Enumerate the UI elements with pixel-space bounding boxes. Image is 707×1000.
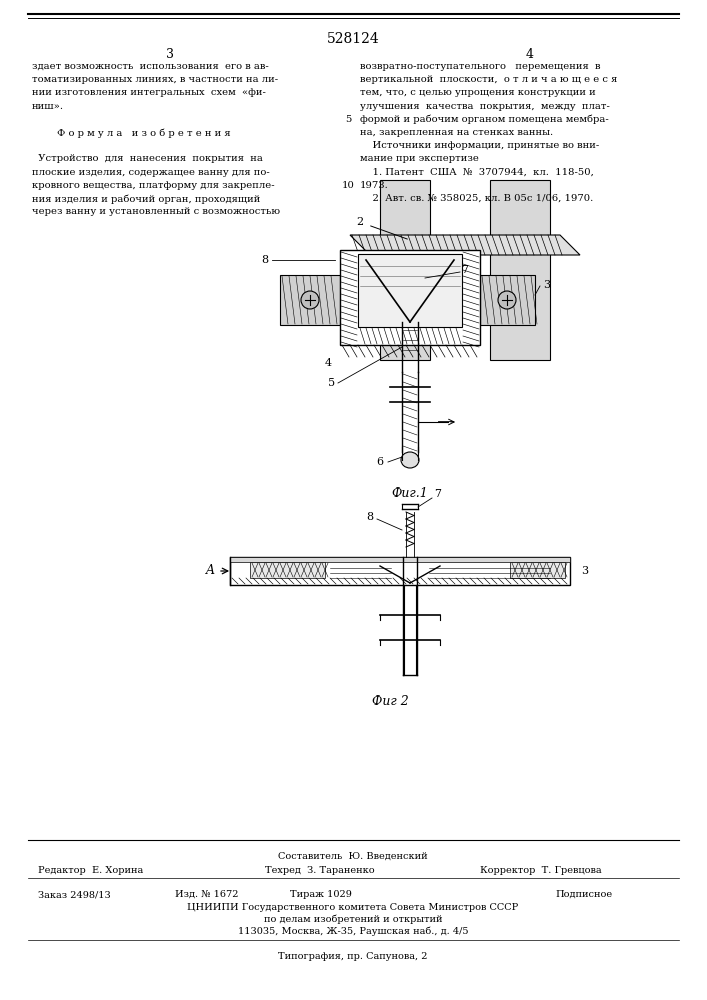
Text: по делам изобретений и открытий: по делам изобретений и открытий bbox=[264, 915, 443, 924]
Text: 5: 5 bbox=[329, 378, 336, 388]
Bar bbox=[230, 557, 570, 585]
Text: 4: 4 bbox=[526, 48, 534, 61]
Bar bbox=[510, 562, 565, 578]
Ellipse shape bbox=[401, 452, 419, 468]
Text: Изд. № 1672: Изд. № 1672 bbox=[175, 890, 238, 899]
Text: 3: 3 bbox=[166, 48, 174, 61]
Text: ЦНИИПИ Государственного комитета Совета Министров СССР: ЦНИИПИ Государственного комитета Совета … bbox=[187, 903, 519, 912]
Text: тем, что, с целью упрощения конструкции и: тем, что, с целью упрощения конструкции … bbox=[360, 88, 596, 97]
Text: Редактор  Е. Хорина: Редактор Е. Хорина bbox=[38, 866, 144, 875]
Text: улучшения  качества  покрытия,  между  плат-: улучшения качества покрытия, между плат- bbox=[360, 102, 610, 111]
Text: Техред  З. Тараненко: Техред З. Тараненко bbox=[265, 866, 375, 875]
Text: томатизированных линиях, в частности на ли-: томатизированных линиях, в частности на … bbox=[32, 75, 278, 84]
Text: ниш».: ниш». bbox=[32, 102, 64, 111]
Bar bbox=[250, 562, 325, 578]
Text: плоские изделия, содержащее ванну для по-: плоские изделия, содержащее ванну для по… bbox=[32, 168, 270, 177]
Circle shape bbox=[301, 291, 319, 309]
Text: Ф о р м у л а   и з о б р е т е н и я: Ф о р м у л а и з о б р е т е н и я bbox=[32, 128, 230, 137]
Bar bbox=[230, 557, 570, 562]
Text: 3: 3 bbox=[544, 280, 551, 290]
Text: на, закрепленная на стенках ванны.: на, закрепленная на стенках ванны. bbox=[360, 128, 553, 137]
Text: 1. Патент  США  №  3707944,  кл.  118-50,: 1. Патент США № 3707944, кл. 118-50, bbox=[360, 168, 594, 177]
Text: Типография, пр. Сапунова, 2: Типография, пр. Сапунова, 2 bbox=[279, 952, 428, 961]
Bar bbox=[280, 275, 340, 325]
Text: мание при экспертизе: мание при экспертизе bbox=[360, 154, 479, 163]
Text: A: A bbox=[206, 564, 214, 578]
Bar bbox=[358, 254, 462, 327]
Text: нии изготовления интегральных  схем  «фи-: нии изготовления интегральных схем «фи- bbox=[32, 88, 266, 97]
Text: Фиг.1: Фиг.1 bbox=[392, 487, 428, 500]
Text: вертикальной  плоскости,  о т л и ч а ю щ е е с я: вертикальной плоскости, о т л и ч а ю щ … bbox=[360, 75, 617, 84]
Text: 4: 4 bbox=[325, 358, 332, 368]
Text: ния изделия и рабочий орган, проходящий: ния изделия и рабочий орган, проходящий bbox=[32, 194, 260, 204]
Bar bbox=[490, 180, 550, 360]
Circle shape bbox=[498, 291, 516, 309]
Text: 2. Авт. св. № 358025, кл. В 05с 1/06, 1970.: 2. Авт. св. № 358025, кл. В 05с 1/06, 19… bbox=[360, 194, 593, 203]
Text: 7: 7 bbox=[462, 265, 469, 275]
Text: Тираж 1029: Тираж 1029 bbox=[290, 890, 352, 899]
Text: Заказ 2498/13: Заказ 2498/13 bbox=[38, 890, 111, 899]
Text: 6: 6 bbox=[376, 457, 384, 467]
Text: 8: 8 bbox=[366, 512, 373, 522]
Text: кровного вещества, платформу для закрепле-: кровного вещества, платформу для закрепл… bbox=[32, 181, 274, 190]
Text: 113035, Москва, Ж-35, Раушская наб., д. 4/5: 113035, Москва, Ж-35, Раушская наб., д. … bbox=[238, 927, 468, 936]
Text: 8: 8 bbox=[262, 255, 269, 265]
Bar bbox=[380, 180, 430, 360]
Polygon shape bbox=[350, 235, 580, 255]
Bar bbox=[340, 250, 480, 345]
Text: Устройство  для  нанесения  покрытия  на: Устройство для нанесения покрытия на bbox=[32, 154, 263, 163]
Text: 7: 7 bbox=[435, 489, 441, 499]
Text: Источники информации, принятые во вни-: Источники информации, принятые во вни- bbox=[360, 141, 600, 150]
Text: 2: 2 bbox=[356, 217, 363, 227]
Bar bbox=[480, 275, 535, 325]
Text: 10: 10 bbox=[341, 181, 354, 190]
Text: 528124: 528124 bbox=[327, 32, 380, 46]
Text: через ванну и установленный с возможностью: через ванну и установленный с возможност… bbox=[32, 207, 280, 216]
Text: Составитель  Ю. Введенский: Составитель Ю. Введенский bbox=[278, 852, 428, 861]
Text: Подписное: Подписное bbox=[555, 890, 612, 899]
Text: Фиг 2: Фиг 2 bbox=[372, 695, 409, 708]
Text: 1973.: 1973. bbox=[360, 181, 389, 190]
Text: возвратно-поступательного   перемещения  в: возвратно-поступательного перемещения в bbox=[360, 62, 600, 71]
Text: здает возможность  использования  его в ав-: здает возможность использования его в ав… bbox=[32, 62, 269, 71]
Text: 5: 5 bbox=[345, 115, 351, 124]
Text: формой и рабочим органом помещена мембра-: формой и рабочим органом помещена мембра… bbox=[360, 115, 609, 124]
Text: Корректор  Т. Гревцова: Корректор Т. Гревцова bbox=[480, 866, 602, 875]
Text: 3: 3 bbox=[581, 566, 588, 576]
